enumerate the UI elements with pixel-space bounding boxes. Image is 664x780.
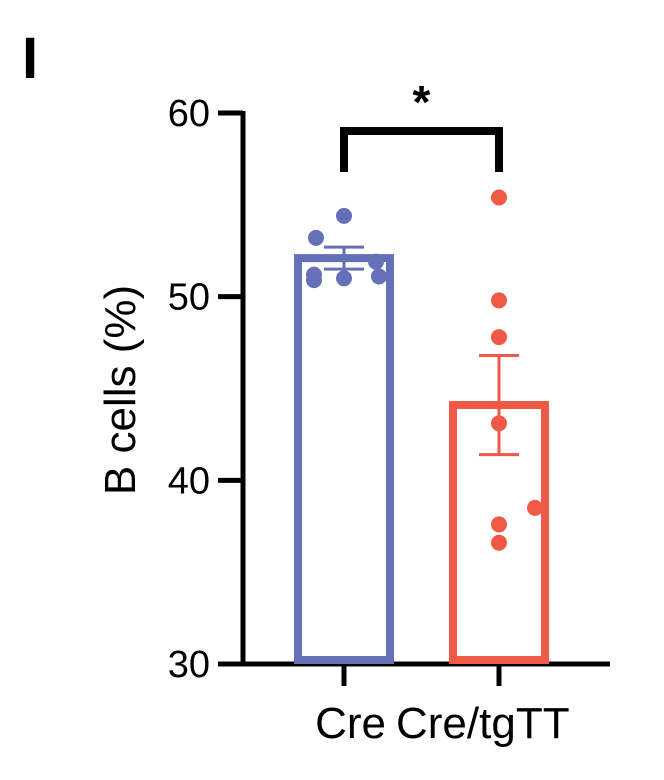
points-layer [306, 189, 543, 551]
data-point [308, 229, 324, 246]
data-point [336, 270, 352, 287]
data-point [491, 189, 507, 206]
error-bars-layer [324, 245, 519, 457]
data-point [306, 272, 322, 289]
data-point [336, 207, 352, 224]
data-point [491, 516, 507, 533]
y-tick-label: 30 [168, 644, 210, 686]
bars-layer [294, 254, 549, 664]
x-tick-label: Cre [315, 699, 386, 748]
data-point [491, 534, 507, 551]
significance-bracket [340, 127, 503, 172]
data-point [491, 292, 507, 309]
y-tick-label: 50 [168, 277, 210, 319]
significance-label: * [413, 76, 431, 128]
y-axis-title: B cells (%) [96, 285, 145, 495]
data-point [368, 253, 384, 270]
significance-layer: * [340, 76, 503, 172]
x-tick-label: Cre/tgTT [396, 699, 570, 748]
panel-label: I [22, 26, 38, 91]
bar [294, 254, 394, 664]
data-point [371, 268, 387, 285]
data-point [527, 499, 543, 516]
axis-layer: 30 40 50 60 Cre Cre/tgTT [168, 93, 610, 748]
y-tick-label: 40 [168, 460, 210, 502]
y-tick-label: 60 [168, 93, 210, 135]
data-point [491, 329, 507, 346]
